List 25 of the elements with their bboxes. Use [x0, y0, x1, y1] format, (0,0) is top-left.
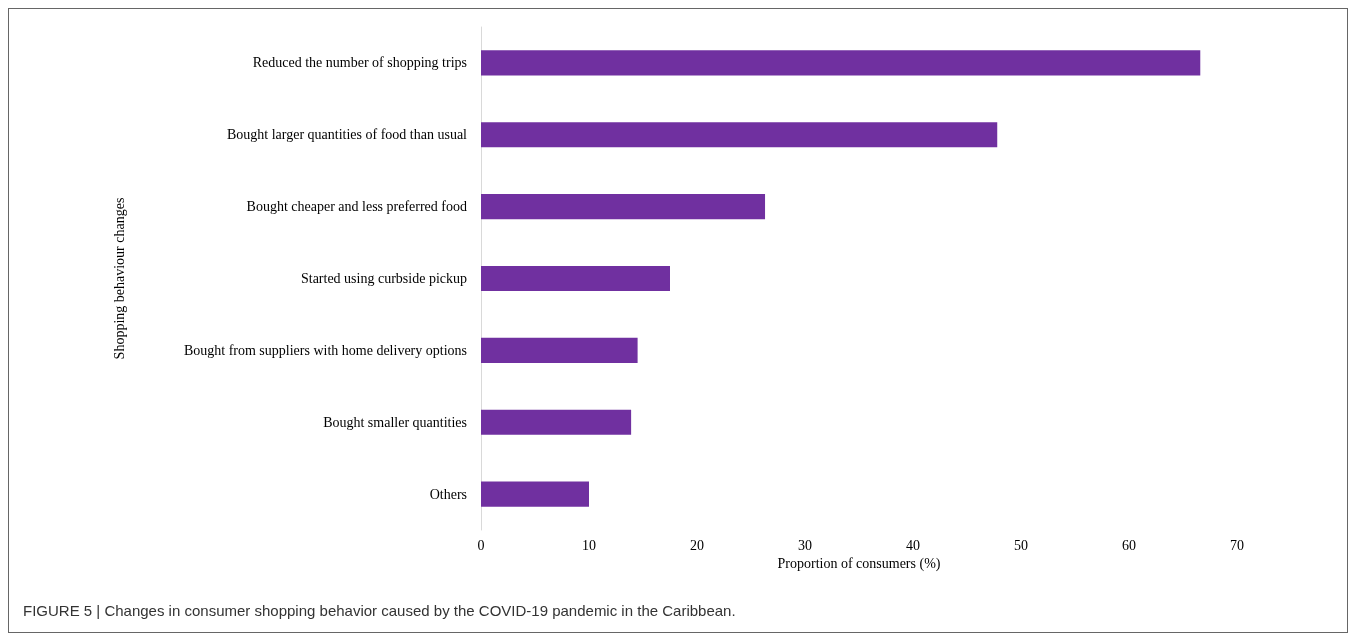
- bar: [481, 409, 632, 435]
- bar: [481, 337, 638, 363]
- bar: [481, 194, 766, 220]
- x-tick-label: 10: [582, 537, 596, 553]
- y-tick-label: Reduced the number of shopping trips: [252, 55, 467, 71]
- x-tick-label: 20: [690, 537, 704, 553]
- x-tick-label: 60: [1122, 537, 1136, 553]
- x-tick-label: 40: [906, 537, 920, 553]
- x-tick-label: 30: [798, 537, 812, 553]
- y-tick-label: Bought cheaper and less preferred food: [246, 199, 467, 215]
- caption: FIGURE 5 | Changes in consumer shopping behavior caused by the COVID-19 pandemic in the Caribbean.: [23, 602, 736, 619]
- y-tick-label: Bought smaller quantities: [323, 414, 467, 430]
- x-axis-title: Proportion of consumers (%): [777, 556, 941, 573]
- x-tick-label: 70: [1230, 537, 1244, 553]
- y-tick-label: Others: [429, 486, 467, 502]
- y-tick-label: Bought larger quantities of food than usual: [226, 127, 468, 143]
- y-tick-label: Bought from suppliers with home delivery options: [183, 342, 467, 358]
- bar: [481, 481, 589, 507]
- x-tick-label: 0: [477, 537, 485, 553]
- y-axis-title: Shopping behaviour changes: [111, 197, 127, 360]
- bar: [481, 122, 998, 148]
- bar: [481, 265, 670, 292]
- bar: [481, 50, 1201, 76]
- x-tick-label: 50: [1014, 537, 1028, 553]
- y-tick-label: Started using curbside pickup: [300, 271, 467, 286]
